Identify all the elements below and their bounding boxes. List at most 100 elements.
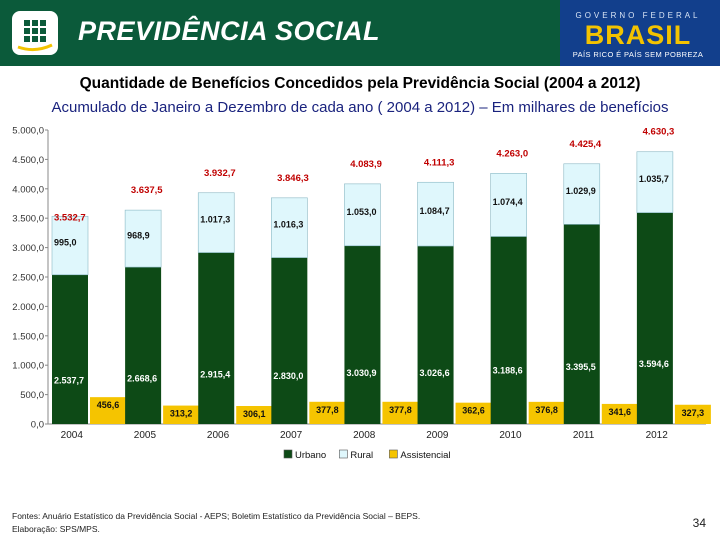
bar-assistencial (309, 401, 346, 424)
bar-rural (197, 192, 235, 253)
bar-urbano (636, 212, 673, 424)
footer-notes: Fontes: Anuário Estatístico da Previdênc… (12, 510, 420, 536)
header-banner: PREVIDÊNCIA SOCIAL GOVERNO FEDERAL BRASI… (0, 0, 720, 66)
label-total: 3.846,3 (277, 173, 309, 184)
bar-assistencial (601, 403, 638, 424)
bar-rural (636, 151, 674, 213)
y-tick-label: 5.000,0 (12, 126, 44, 137)
label-rural: 1.074,4 (493, 197, 523, 207)
label-rural: 1.035,7 (639, 174, 669, 184)
government-panel (560, 0, 720, 66)
y-tick-label: 4.500,0 (12, 155, 44, 166)
label-total: 3.637,5 (131, 185, 163, 196)
y-tick-label: 4.000,0 (12, 184, 44, 195)
y-tick-label: 3.000,0 (12, 243, 44, 254)
label-urbano: 3.594,6 (639, 359, 669, 369)
y-tick-label: 2.000,0 (12, 302, 44, 313)
previdencia-logo-icon (12, 11, 58, 55)
bar-urbano (417, 246, 454, 424)
bar-urbano (125, 267, 162, 424)
brand-title: PREVIDÊNCIA SOCIAL (78, 16, 381, 46)
bar-assistencial (528, 401, 565, 424)
label-total: 3.932,7 (204, 168, 236, 179)
government-slogan: PAÍS RICO É PAÍS SEM POBREZA (572, 50, 704, 59)
x-tick-label: 2012 (646, 430, 669, 441)
x-tick-label: 2011 (573, 430, 595, 441)
y-tick-label: 1.500,0 (12, 331, 44, 342)
bar-urbano (344, 245, 381, 424)
bar-assistencial (163, 405, 200, 424)
label-urbano: 3.026,6 (420, 368, 450, 378)
label-urbano: 3.395,5 (566, 362, 596, 372)
government-brand: BRASIL (584, 20, 692, 50)
bar-urbano (563, 224, 600, 424)
page-number: 34 (692, 516, 706, 530)
bar-urbano (271, 257, 308, 424)
legend-label: Urbano (295, 450, 326, 461)
label-urbano: 2.537,7 (54, 376, 84, 386)
label-assistencial: 456,6 (97, 400, 120, 410)
label-rural: 995,0 (54, 238, 77, 248)
label-rural: 1.016,3 (273, 220, 303, 230)
label-total: 4.083,9 (350, 159, 382, 170)
bar-rural (51, 215, 89, 276)
y-tick-label: 500,0 (20, 390, 44, 401)
legend-label: Rural (350, 450, 373, 461)
y-tick-label: 2.500,0 (12, 273, 44, 284)
label-assistencial: 376,8 (535, 405, 558, 415)
bar-rural (417, 181, 454, 247)
bar-rural (124, 209, 162, 268)
x-tick-label: 2009 (426, 430, 449, 441)
y-tick-label: 3.500,0 (12, 214, 44, 225)
label-total: 4.111,3 (424, 157, 455, 168)
label-total: 3.532,7 (54, 212, 86, 223)
x-tick-label: 2004 (61, 430, 84, 441)
label-urbano: 2.915,4 (200, 370, 230, 380)
legend-swatch (283, 449, 293, 459)
bar-assistencial (382, 401, 419, 424)
bar-urbano (198, 252, 235, 424)
y-tick-label: 1.000,0 (12, 361, 44, 372)
label-total: 4.630,3 (643, 127, 675, 138)
label-rural: 1.029,9 (566, 186, 596, 196)
label-assistencial: 341,6 (609, 407, 632, 417)
label-rural: 1.017,3 (200, 215, 230, 225)
bar-rural (490, 173, 527, 237)
label-urbano: 2.830,0 (273, 371, 303, 381)
label-urbano: 2.668,6 (127, 374, 157, 384)
label-urbano: 3.188,6 (493, 365, 523, 375)
legend-swatch (389, 449, 398, 459)
bar-urbano (490, 236, 527, 424)
prepared-by-note: Elaboração: SPS/MPS. (12, 524, 100, 534)
bar-rural (563, 163, 601, 225)
label-assistencial: 377,8 (316, 405, 339, 415)
slide-title: Quantidade de Benefícios Concedidos pela… (79, 75, 641, 92)
bar-urbano (52, 274, 88, 424)
bar-assistencial (455, 402, 492, 424)
label-assistencial: 313,2 (170, 409, 193, 419)
x-tick-label: 2005 (134, 430, 157, 441)
y-tick-label: 0,0 (31, 420, 44, 431)
label-assistencial: 377,8 (389, 405, 412, 415)
bar-assistencial (674, 404, 711, 424)
bar-rural (271, 197, 308, 258)
x-tick-label: 2008 (353, 430, 376, 441)
label-urbano: 3.030,9 (346, 368, 376, 378)
legend-label: Assistencial (400, 450, 450, 461)
label-rural: 1.053,0 (346, 207, 376, 217)
bar-assistencial (90, 397, 126, 424)
x-tick-label: 2006 (207, 430, 230, 441)
sources-note: Fontes: Anuário Estatístico da Previdênc… (12, 511, 421, 521)
bar-rural (344, 183, 381, 247)
label-total: 4.263,0 (496, 148, 528, 159)
government-label: GOVERNO FEDERAL (575, 11, 701, 20)
x-tick-label: 2007 (280, 430, 303, 441)
x-tick-label: 2010 (499, 430, 522, 441)
slide-subtitle: Acumulado de Janeiro a Dezembro de cada … (51, 99, 669, 116)
label-assistencial: 306,1 (243, 409, 266, 419)
benefits-chart: 0,0 500,0 1.000,0 1.500,0 2.000,0 2.500,0 3.00… (12, 126, 711, 461)
label-total: 4.425,4 (570, 139, 602, 150)
label-assistencial: 327,3 (682, 408, 705, 418)
label-rural: 1.084,7 (420, 206, 450, 216)
legend-swatch (339, 449, 348, 459)
